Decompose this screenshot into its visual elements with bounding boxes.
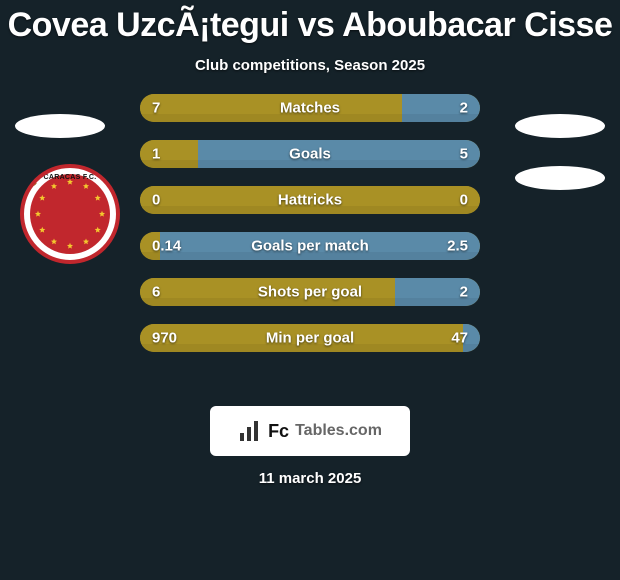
stat-value-right: 2 [460,100,468,117]
team-logo-right-placeholder [515,166,605,190]
comparison-bars: 7Matches2 1Goals5 0Hattricks0 0.14Goals per… [140,94,480,370]
player-photo-right-placeholder [515,114,605,138]
banner-suffix: Tables.com [295,422,382,440]
team-logo-svg [30,174,110,254]
logo-star-icon [95,195,101,201]
team-logo-left: CARACAS F.C. [20,164,120,264]
logo-star-icon [51,183,57,189]
logo-star-icon [67,243,73,249]
stat-row: 970Min per goal47 [140,324,480,352]
stat-value-right: 47 [451,330,468,347]
stat-label: Shots per goal [140,284,480,301]
stat-label: Hattricks [140,192,480,209]
logo-star-icon [95,227,101,233]
stat-row: 7Matches2 [140,94,480,122]
logo-star-icon [99,211,105,217]
stat-row: 0.14Goals per match2.5 [140,232,480,260]
stat-value-right: 0 [460,192,468,209]
stat-label: Matches [140,100,480,117]
stat-row: 0Hattricks0 [140,186,480,214]
logo-star-icon [39,227,45,233]
date-label: 11 march 2025 [0,470,620,487]
player-photo-left-placeholder [15,114,105,138]
logo-star-icon [35,211,41,217]
logo-star-icon [39,195,45,201]
stat-label: Goals [140,146,480,163]
logo-star-icon [83,183,89,189]
fctables-banner[interactable]: Fc Tables.com [210,406,410,456]
logo-star-icon [67,179,73,185]
logo-star-icon [83,239,89,245]
comparison-stage: CARACAS F.C. 7Matches21Goals50Hattricks0… [0,94,620,394]
stat-row: 6Shots per goal2 [140,278,480,306]
stat-label: Min per goal [140,330,480,347]
logo-star-icon [51,239,57,245]
stat-value-right: 2 [460,284,468,301]
chart-icon [238,419,262,443]
stat-value-right: 2.5 [447,238,468,255]
stat-row: 1Goals5 [140,140,480,168]
page-subtitle: Club competitions, Season 2025 [0,57,620,74]
stat-label: Goals per match [140,238,480,255]
stat-value-right: 5 [460,146,468,163]
page-title: Covea UzcÃ¡tegui vs Aboubacar Cisse [0,0,620,45]
banner-prefix: Fc [268,421,289,442]
